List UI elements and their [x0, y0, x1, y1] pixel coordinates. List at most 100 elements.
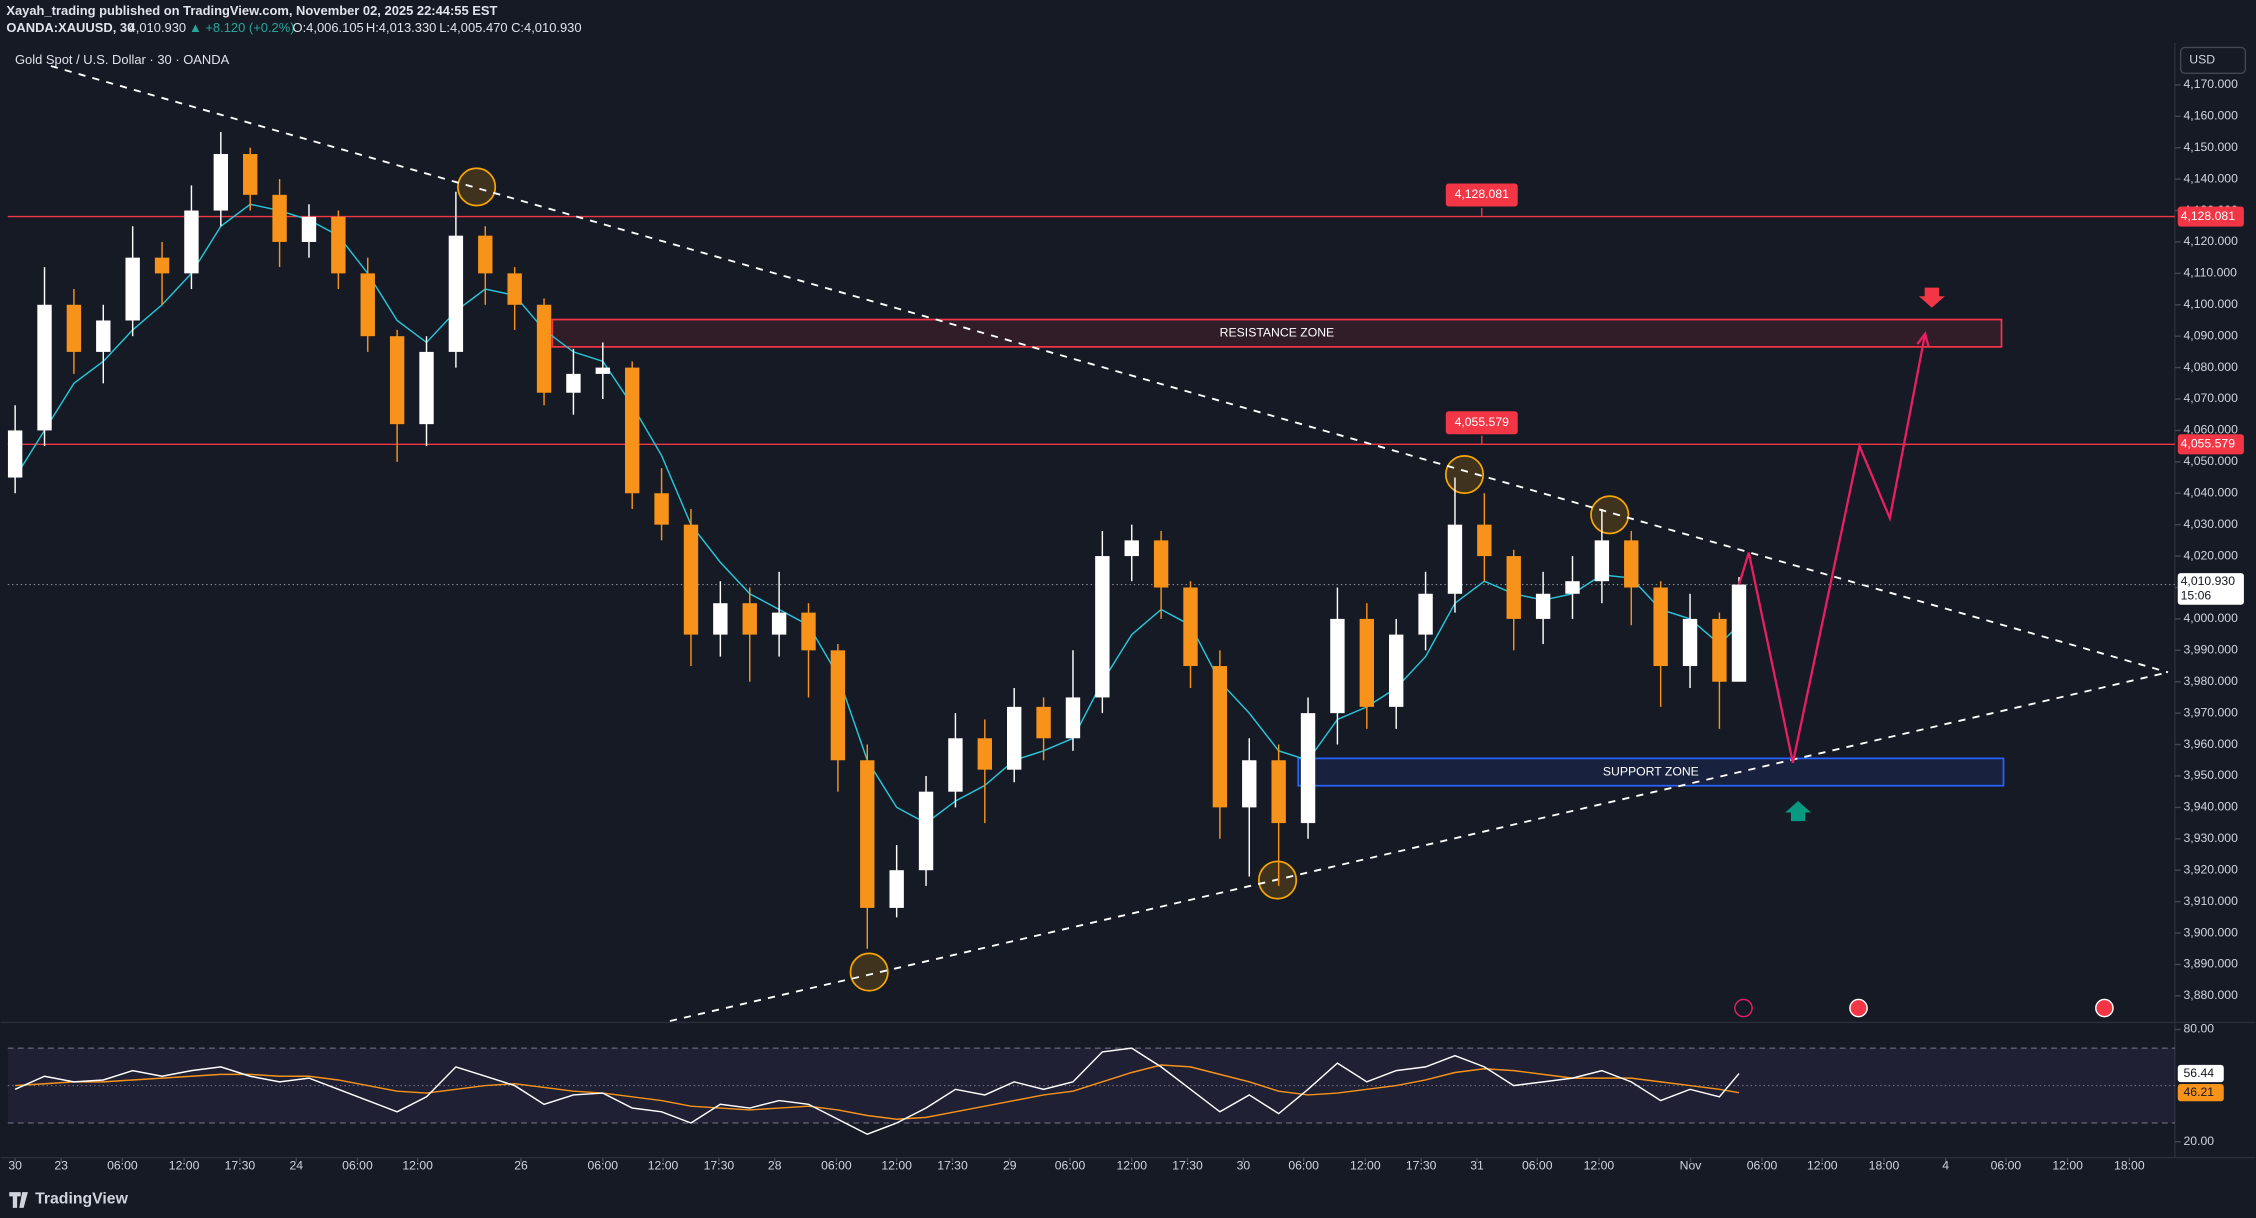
ohlc-high: H:4,013.330	[366, 20, 437, 35]
x-tick-label: 06:00	[588, 1158, 619, 1172]
y-tick-label: 4,020.000	[2184, 548, 2239, 562]
candle-body	[1712, 618, 1727, 682]
rsi-tick-label: 80.00	[2184, 1022, 2215, 1036]
ohlc-open: O:4,006.105	[293, 20, 364, 35]
candle-body	[66, 304, 82, 352]
swing-circles	[457, 167, 1630, 992]
x-tick-label: 17:30	[225, 1158, 256, 1172]
x-tick-label: 12:00	[402, 1158, 433, 1172]
candle-body	[331, 216, 346, 274]
candle-body	[1418, 593, 1433, 635]
candle-body	[478, 235, 493, 274]
rsi-value-label: 56.44	[2184, 1066, 2215, 1080]
x-tick-label: 12:00	[1807, 1158, 1838, 1172]
candle-body	[1300, 713, 1316, 824]
y-tick-label: 4,120.000	[2184, 234, 2239, 248]
swing-circle	[457, 167, 497, 207]
y-tick-label: 4,050.000	[2184, 454, 2239, 468]
candle-body	[948, 738, 963, 792]
axis-label-box	[2177, 434, 2244, 455]
legend: Gold Spot / U.S. Dollar · 30 · OANDA	[15, 52, 230, 67]
y-tick-label: 4,100.000	[2184, 297, 2239, 311]
y-tick-label: 4,160.000	[2184, 109, 2239, 123]
price-line-label-box	[1445, 411, 1518, 435]
up-arrow	[1785, 800, 1812, 822]
x-tick-label: 12:00	[1584, 1158, 1615, 1172]
candle-body	[771, 612, 787, 635]
event-icon	[2095, 998, 2114, 1018]
axis-label-box	[2177, 206, 2244, 227]
candle-body	[1242, 760, 1257, 808]
candle-body	[654, 493, 669, 525]
candle-body	[1124, 540, 1139, 557]
candle-body	[125, 257, 140, 321]
candle-body	[566, 373, 581, 393]
candle-body	[1271, 760, 1286, 824]
candle-body	[801, 612, 816, 651]
x-tick-label: 26	[514, 1158, 528, 1172]
x-tick-label: 31	[1470, 1158, 1484, 1172]
y-tick-label: 4,110.000	[2184, 266, 2238, 280]
candle-body	[1477, 524, 1492, 557]
y-tick-label: 4,170.000	[2184, 77, 2239, 91]
event-icon	[1734, 998, 1753, 1018]
x-tick-label: 12:00	[881, 1158, 912, 1172]
swing-circle	[849, 952, 889, 992]
candle-body	[1212, 666, 1228, 808]
x-tick-label: 17:30	[1172, 1158, 1203, 1172]
candle-body	[713, 603, 728, 635]
candle-body	[918, 791, 934, 871]
candle-body	[1359, 618, 1374, 707]
candle-body	[507, 273, 522, 305]
candle-body	[96, 320, 111, 352]
projection-arrowhead	[1916, 331, 1930, 347]
x-tick-label: 28	[768, 1158, 782, 1172]
candle-body	[1095, 556, 1110, 698]
x-tick-label: 06:00	[1522, 1158, 1553, 1172]
candle-body	[37, 304, 52, 431]
candle-body	[742, 603, 757, 635]
x-tick-label: 06:00	[107, 1158, 138, 1172]
candle-body	[360, 273, 375, 337]
y-tick-label: 3,940.000	[2184, 800, 2239, 814]
publisher: Xayah_trading published on TradingView.c…	[6, 3, 497, 18]
candle-body	[977, 738, 993, 770]
swing-circle	[1590, 495, 1630, 535]
candle-body	[7, 430, 23, 478]
candle-body	[1594, 540, 1610, 582]
y-tick-label: 4,070.000	[2184, 391, 2239, 405]
y-tick-label: 3,880.000	[2184, 988, 2239, 1002]
currency-box	[2179, 46, 2247, 75]
candle-body	[213, 153, 229, 211]
candle-body	[301, 216, 317, 242]
x-tick-label: 18:00	[1869, 1158, 1900, 1172]
candle-body	[536, 304, 552, 393]
price: 4,010.930	[129, 20, 187, 35]
y-tick-label: 3,930.000	[2184, 831, 2239, 845]
x-tick-label: 12:00	[1350, 1158, 1381, 1172]
candle-body	[1682, 618, 1698, 667]
y-tick-label: 3,950.000	[2184, 768, 2239, 782]
rsi-ma-line	[15, 1064, 1740, 1120]
symbol: OANDA:XAUUSD, 30	[6, 20, 134, 35]
price-line-label: 4,055.579	[1455, 415, 1510, 429]
currency: USD	[2189, 53, 2215, 67]
x-tick-label: 06:00	[342, 1158, 373, 1172]
candle-body	[595, 367, 611, 374]
last-price-label: 4,010.930	[2181, 574, 2236, 588]
candle-body	[1183, 587, 1198, 667]
change: ▲ +8.120 (+0.2%)	[189, 20, 295, 35]
candle-body	[1065, 697, 1081, 739]
price-line-label-box	[1445, 183, 1518, 207]
y-tick-label: 3,960.000	[2184, 737, 2239, 751]
x-tick-label: 12:00	[648, 1158, 679, 1172]
candle-body	[1653, 587, 1668, 667]
candle-body	[860, 760, 875, 908]
x-tick-label: 30	[8, 1158, 22, 1172]
last-price-box	[2177, 573, 2244, 605]
candle-body	[1036, 706, 1051, 739]
x-tick-label: 06:00	[821, 1158, 852, 1172]
y-tick-label: 4,150.000	[2184, 140, 2239, 154]
candle-body	[1447, 524, 1463, 594]
